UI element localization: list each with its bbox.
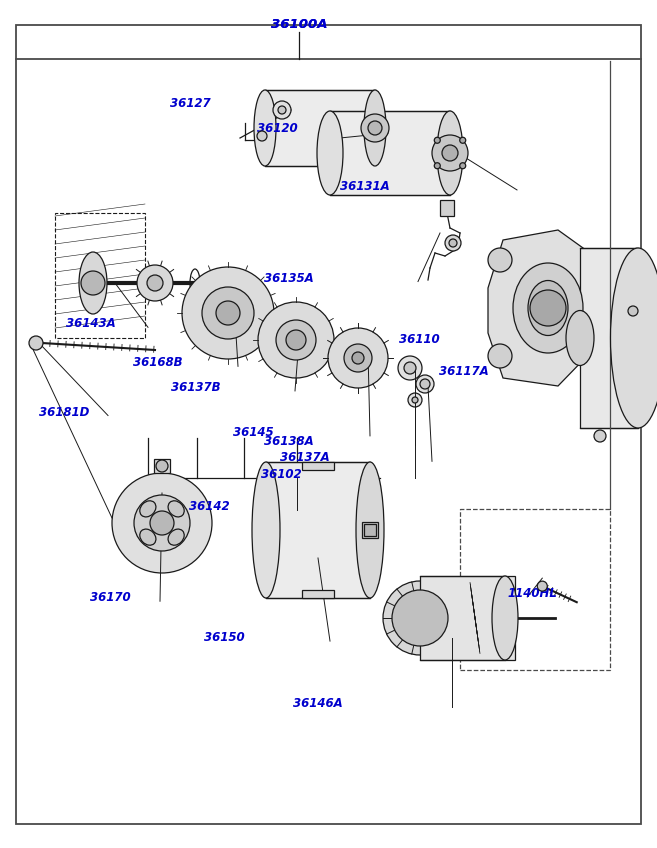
- Circle shape: [628, 306, 638, 316]
- Bar: [302, 590, 334, 598]
- Polygon shape: [488, 230, 598, 386]
- Text: 36150: 36150: [204, 631, 245, 644]
- Ellipse shape: [79, 252, 107, 314]
- Circle shape: [412, 397, 418, 403]
- Bar: [265, 90, 375, 166]
- Ellipse shape: [492, 576, 518, 660]
- Circle shape: [81, 271, 105, 295]
- Ellipse shape: [252, 462, 280, 598]
- Bar: [364, 524, 376, 536]
- Text: 36135A: 36135A: [264, 271, 314, 285]
- Bar: [362, 522, 378, 538]
- Circle shape: [460, 163, 466, 169]
- Circle shape: [408, 393, 422, 407]
- Ellipse shape: [610, 248, 657, 428]
- Circle shape: [398, 356, 422, 380]
- Circle shape: [434, 137, 440, 143]
- Circle shape: [258, 302, 334, 378]
- Circle shape: [29, 336, 43, 350]
- Circle shape: [257, 131, 267, 141]
- Ellipse shape: [364, 90, 386, 166]
- Bar: [440, 200, 454, 216]
- Circle shape: [488, 344, 512, 368]
- Circle shape: [286, 330, 306, 350]
- Text: 1140HL: 1140HL: [507, 587, 557, 600]
- Circle shape: [137, 265, 173, 301]
- Text: 36168B: 36168B: [133, 356, 183, 370]
- Ellipse shape: [356, 462, 384, 598]
- Text: 36120: 36120: [257, 122, 298, 136]
- Circle shape: [182, 267, 274, 359]
- Text: 36100A: 36100A: [271, 18, 327, 31]
- Ellipse shape: [140, 529, 156, 545]
- Circle shape: [383, 581, 457, 655]
- Ellipse shape: [437, 111, 463, 195]
- Circle shape: [147, 275, 163, 291]
- Circle shape: [392, 590, 448, 646]
- Text: 36110: 36110: [399, 332, 440, 346]
- Text: 36102: 36102: [261, 468, 302, 482]
- Ellipse shape: [513, 263, 583, 353]
- Text: 36117A: 36117A: [439, 365, 489, 378]
- Circle shape: [404, 362, 416, 374]
- Bar: [266, 462, 370, 598]
- Ellipse shape: [168, 501, 184, 517]
- Text: 36145: 36145: [233, 426, 274, 439]
- Circle shape: [156, 460, 168, 472]
- Text: 36146A: 36146A: [293, 697, 343, 711]
- Text: 36137A: 36137A: [280, 451, 330, 465]
- Circle shape: [460, 137, 466, 143]
- Circle shape: [432, 135, 468, 171]
- Circle shape: [420, 379, 430, 389]
- Bar: [154, 459, 170, 473]
- Bar: [580, 248, 638, 428]
- Circle shape: [442, 145, 458, 161]
- Circle shape: [273, 101, 291, 119]
- Circle shape: [202, 287, 254, 339]
- Text: 36100A: 36100A: [271, 18, 327, 31]
- Text: 36138A: 36138A: [264, 435, 314, 449]
- Text: 36170: 36170: [90, 591, 131, 605]
- Text: 36127: 36127: [170, 97, 211, 110]
- Circle shape: [352, 352, 364, 364]
- Text: 36137B: 36137B: [171, 381, 221, 394]
- Ellipse shape: [528, 281, 568, 336]
- Ellipse shape: [254, 90, 276, 166]
- Circle shape: [449, 239, 457, 247]
- Ellipse shape: [566, 310, 594, 365]
- Circle shape: [216, 301, 240, 325]
- Circle shape: [434, 163, 440, 169]
- Circle shape: [361, 114, 389, 142]
- Circle shape: [416, 375, 434, 393]
- Circle shape: [488, 248, 512, 272]
- Circle shape: [328, 328, 388, 388]
- Circle shape: [112, 473, 212, 573]
- Bar: [302, 462, 334, 470]
- Bar: [330, 111, 450, 195]
- Circle shape: [530, 290, 566, 326]
- Circle shape: [368, 121, 382, 135]
- Circle shape: [537, 581, 547, 591]
- Circle shape: [445, 235, 461, 251]
- Ellipse shape: [140, 501, 156, 517]
- Text: 36131A: 36131A: [340, 180, 390, 193]
- Bar: [420, 576, 515, 660]
- Ellipse shape: [317, 111, 343, 195]
- Text: 36143A: 36143A: [66, 317, 116, 331]
- Bar: [460, 509, 610, 670]
- Ellipse shape: [168, 529, 184, 545]
- Circle shape: [594, 430, 606, 442]
- Text: 36142: 36142: [189, 499, 229, 513]
- Circle shape: [276, 320, 316, 360]
- Circle shape: [150, 511, 174, 535]
- Text: 36181D: 36181D: [39, 405, 89, 419]
- Circle shape: [344, 344, 372, 372]
- Circle shape: [278, 106, 286, 114]
- Circle shape: [134, 495, 190, 551]
